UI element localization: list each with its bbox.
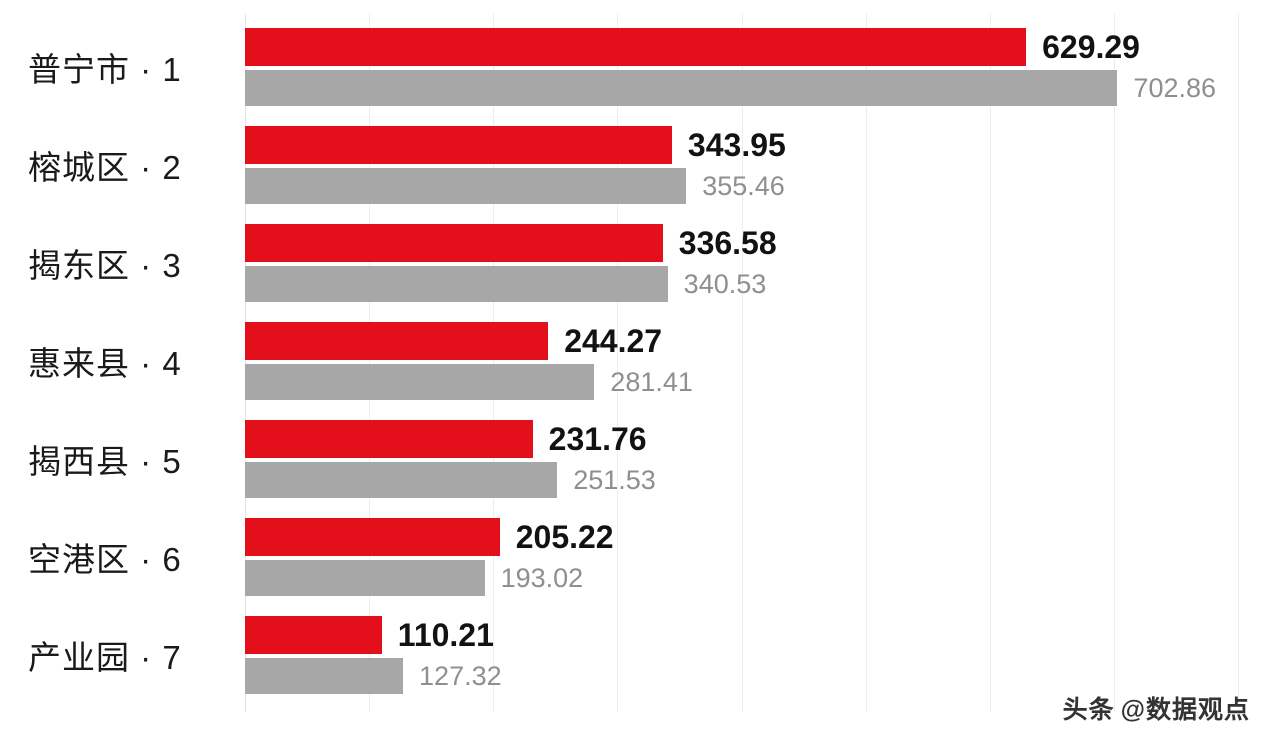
bar-line-red: 205.22 [245,518,1238,556]
bar-line-gray: 355.46 [245,168,1238,204]
value-label-red: 336.58 [678,225,777,261]
bar-line-gray: 702.86 [245,70,1238,106]
bar-line-red: 629.29 [245,28,1238,66]
chart-row: 揭西县 · 5 231.76 251.53 [0,410,1280,508]
bar-gray [245,462,558,498]
bar-line-red: 336.58 [245,224,1238,262]
chart-rows: 普宁市 · 1 629.29 702.86 榕城区 · 2 343.95 355.46 揭东… [0,18,1280,704]
bar-red [245,420,533,458]
category-label: 惠来县 · 4 [28,345,182,382]
chart-row: 产业园 · 7 110.21 127.32 [0,606,1280,704]
bar-gray [245,70,1118,106]
bar-line-red: 343.95 [245,126,1238,164]
bar-group: 205.22 193.02 [245,518,1238,596]
category-label: 揭西县 · 5 [28,443,182,480]
value-label-gray: 251.53 [573,464,656,495]
bar-line-gray: 281.41 [245,364,1238,400]
watermark-handle: @数据观点 [1120,696,1250,724]
category-label: 产业园 · 7 [28,639,182,676]
bar-gray [245,658,404,694]
value-label-gray: 193.02 [500,562,584,593]
category-label: 揭东区 · 3 [28,247,182,284]
bar-red [245,126,672,164]
bar-gray [245,560,485,596]
bar-group: 336.58 340.53 [245,224,1238,302]
bar-group: 110.21 127.32 [245,616,1238,694]
chart-row: 普宁市 · 1 629.29 702.86 [0,18,1280,116]
bar-line-red: 231.76 [245,420,1238,458]
chart-row: 惠来县 · 4 244.27 281.41 [0,312,1280,410]
bar-red [245,224,663,262]
value-label-gray: 340.53 [683,268,767,299]
category-label: 空港区 · 6 [28,541,182,578]
value-label-red: 205.22 [515,519,614,555]
bar-group: 244.27 281.41 [245,322,1238,400]
value-label-red: 343.95 [687,127,786,163]
bar-group: 343.95 355.46 [245,126,1238,204]
bar-group: 231.76 251.53 [245,420,1238,498]
bar-line-red: 244.27 [245,322,1238,360]
watermark: 头条 @数据观点 [1057,690,1250,726]
chart-row: 揭东区 · 3 336.58 340.53 [0,214,1280,312]
chart-row: 榕城区 · 2 343.95 355.46 [0,116,1280,214]
watermark-source: 头条 [1062,696,1115,724]
value-label-red: 231.76 [548,421,647,457]
value-label-red: 110.21 [397,617,494,653]
value-label-gray: 355.46 [702,170,785,201]
bar-line-red: 110.21 [245,616,1238,654]
value-label-gray: 281.41 [610,366,693,397]
value-label-gray: 127.32 [419,660,502,691]
bar-red [245,28,1027,66]
bar-line-gray: 251.53 [245,462,1238,498]
bar-group: 629.29 702.86 [245,28,1238,106]
bar-line-gray: 127.32 [245,658,1238,694]
bar-gray [245,266,668,302]
category-label: 普宁市 · 1 [28,51,182,88]
value-label-gray: 702.86 [1133,72,1217,103]
bar-line-gray: 193.02 [245,560,1238,596]
value-label-red: 629.29 [1042,29,1140,65]
bar-red [245,616,382,654]
bar-gray [245,168,687,204]
category-label: 榕城区 · 2 [28,149,182,186]
chart-row: 空港区 · 6 205.22 193.02 [0,508,1280,606]
value-label-red: 244.27 [564,323,663,359]
bar-gray [245,364,595,400]
bar-red [245,322,549,360]
bar-line-gray: 340.53 [245,266,1238,302]
bar-red [245,518,500,556]
